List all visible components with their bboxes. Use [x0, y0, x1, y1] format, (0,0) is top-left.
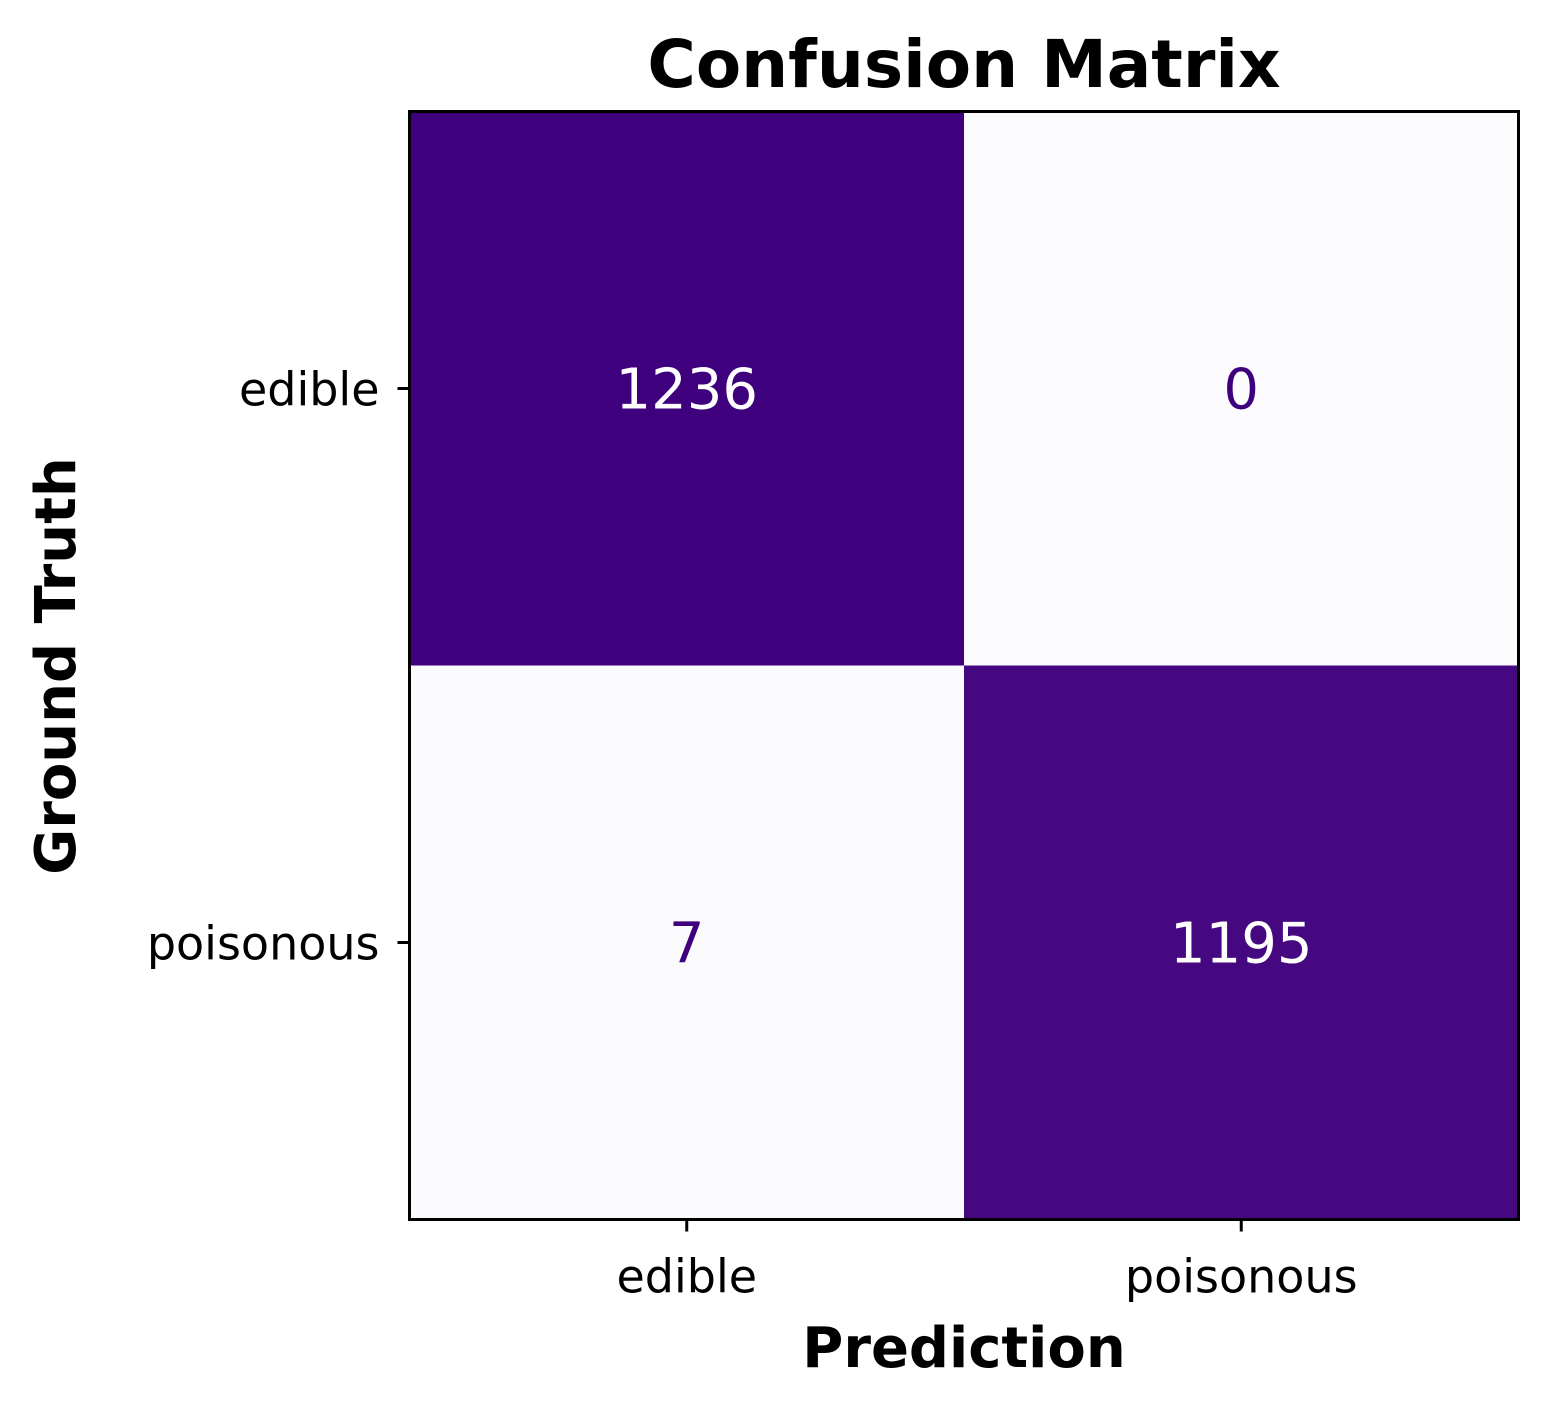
x-tick-label: poisonous: [1125, 1250, 1358, 1304]
y-tick-label: edible: [239, 363, 380, 417]
x-tick-label: edible: [616, 1250, 757, 1304]
heatmap-cell-poisonous-edible: [409, 665, 965, 1220]
heatmap-cell-edible-edible: [409, 111, 965, 666]
y-axis-label: Ground Truth: [24, 457, 89, 875]
y-axis-ticks: edible poisonous: [147, 363, 410, 971]
cell-value-labels: 1236 0 7 1195: [615, 358, 1312, 977]
heatmap-cell-edible-poisonous: [964, 111, 1519, 666]
cell-value-poisonous-poisonous: 1195: [1170, 912, 1313, 977]
y-tick-label: poisonous: [147, 917, 380, 971]
heatmap-cells: [409, 111, 1519, 1220]
x-axis-label: Prediction: [802, 1316, 1125, 1381]
x-axis-ticks: edible poisonous: [616, 1219, 1358, 1304]
chart-title: Confusion Matrix: [647, 26, 1280, 103]
cell-value-edible-edible: 1236: [615, 358, 758, 423]
heatmap-cell-poisonous-poisonous: [964, 665, 1519, 1220]
plot-frame: [408, 110, 1520, 1221]
cell-value-poisonous-edible: 7: [669, 912, 705, 977]
cell-value-edible-poisonous: 0: [1223, 358, 1259, 423]
